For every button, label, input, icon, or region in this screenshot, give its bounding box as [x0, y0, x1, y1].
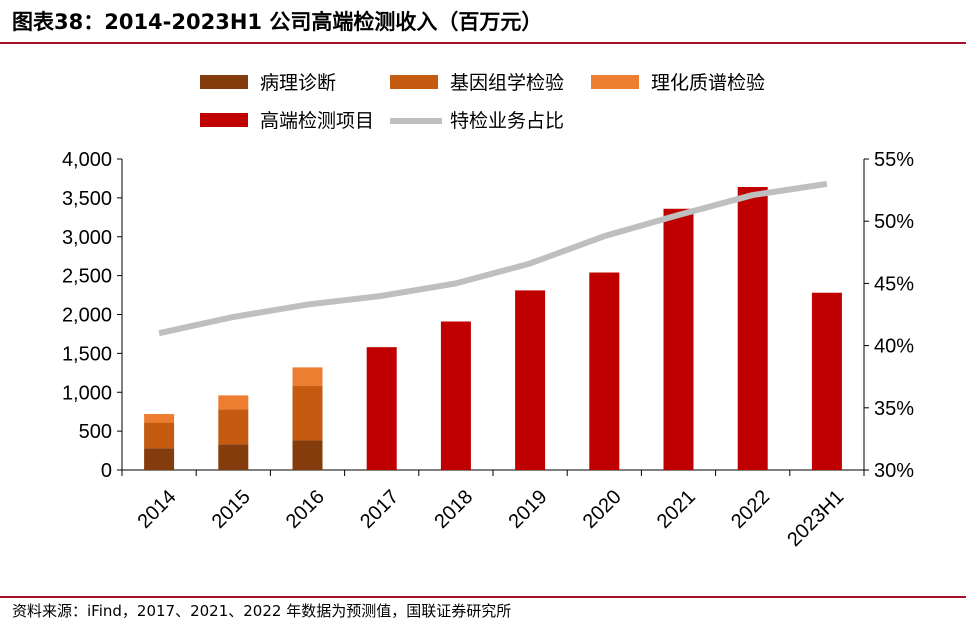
bars — [144, 186, 842, 471]
right-tick-label: 45% — [874, 273, 914, 295]
mass-spec-bar — [292, 367, 323, 387]
genomics-bar — [144, 422, 175, 449]
x-tick-label: 2018 — [430, 486, 477, 533]
x-tick-label: 2022 — [727, 486, 774, 533]
high-end-bar — [366, 347, 397, 470]
legend-swatch — [591, 75, 639, 89]
left-tick-label: 3,000 — [62, 227, 112, 249]
high-end-bar — [737, 186, 768, 471]
mass-spec-bar — [218, 395, 249, 410]
legend-genomics: 基因组学检验 — [390, 72, 564, 94]
legend-pathology: 病理诊断 — [200, 72, 336, 94]
left-tick-label: 3,500 — [62, 188, 112, 210]
right-tick-label: 30% — [874, 460, 914, 482]
legend-swatch — [200, 75, 248, 89]
high-end-bar — [663, 208, 694, 470]
x-tick-label: 2015 — [208, 486, 255, 533]
left-tick-label: 2,500 — [62, 266, 112, 288]
legend-swatch — [200, 113, 248, 127]
pathology-bar — [218, 444, 249, 470]
legend-mass-spec: 理化质谱检验 — [591, 72, 765, 94]
x-tick-label: 2019 — [505, 486, 552, 533]
legend-high-end: 高端检测项目 — [200, 110, 374, 132]
legend-label: 理化质谱检验 — [651, 72, 765, 94]
x-tick-label: 2020 — [579, 486, 626, 533]
legend-share: 特检业务占比 — [390, 110, 564, 132]
legend-label: 特检业务占比 — [450, 110, 564, 132]
right-tick-label: 35% — [874, 398, 914, 420]
legend-label: 病理诊断 — [260, 72, 336, 94]
legend-label: 高端检测项目 — [260, 110, 374, 132]
legend-swatch — [390, 75, 438, 89]
x-tick-label: 2014 — [134, 486, 181, 533]
chart-title: 图表38：2014-2023H1 公司高端检测收入（百万元） — [12, 10, 543, 34]
title-bar: 图表38：2014-2023H1 公司高端检测收入（百万元） — [0, 0, 966, 44]
genomics-bar — [292, 386, 323, 441]
pathology-bar — [292, 440, 323, 470]
left-tick-label: 2,000 — [62, 305, 112, 327]
legend-label: 基因组学检验 — [450, 72, 564, 94]
x-tick-label: 2021 — [653, 486, 700, 533]
left-tick-label: 0 — [101, 460, 112, 482]
x-tick-label: 2016 — [282, 486, 329, 533]
share-line-path — [158, 180, 828, 337]
source-rule — [0, 596, 966, 598]
left-tick-label: 1,000 — [62, 382, 112, 404]
x-tick-label: 2017 — [356, 486, 403, 533]
source-note: 资料来源：iFind，2017、2021、2022 年数据为预测值，国联证券研究… — [12, 602, 512, 620]
pathology-bar — [144, 448, 175, 470]
high-end-bar — [811, 292, 842, 470]
title-rule — [0, 42, 966, 44]
axes: 0 500 1,000 1,500 2,000 2,500 3,000 3,500 4,000 3… — [62, 149, 914, 551]
high-end-bar — [440, 321, 471, 470]
left-tick-label: 1,500 — [62, 343, 112, 365]
right-tick-label: 40% — [874, 336, 914, 358]
high-end-bar — [515, 290, 546, 470]
genomics-bar — [218, 409, 249, 445]
x-tick-label: 2023H1 — [783, 486, 848, 551]
share-line — [158, 180, 828, 337]
right-tick-label: 50% — [874, 211, 914, 233]
left-tick-label: 4,000 — [62, 149, 112, 171]
left-tick-label: 500 — [79, 421, 112, 443]
mass-spec-bar — [144, 414, 175, 423]
high-end-bar — [589, 272, 620, 470]
right-tick-label: 55% — [874, 149, 914, 171]
